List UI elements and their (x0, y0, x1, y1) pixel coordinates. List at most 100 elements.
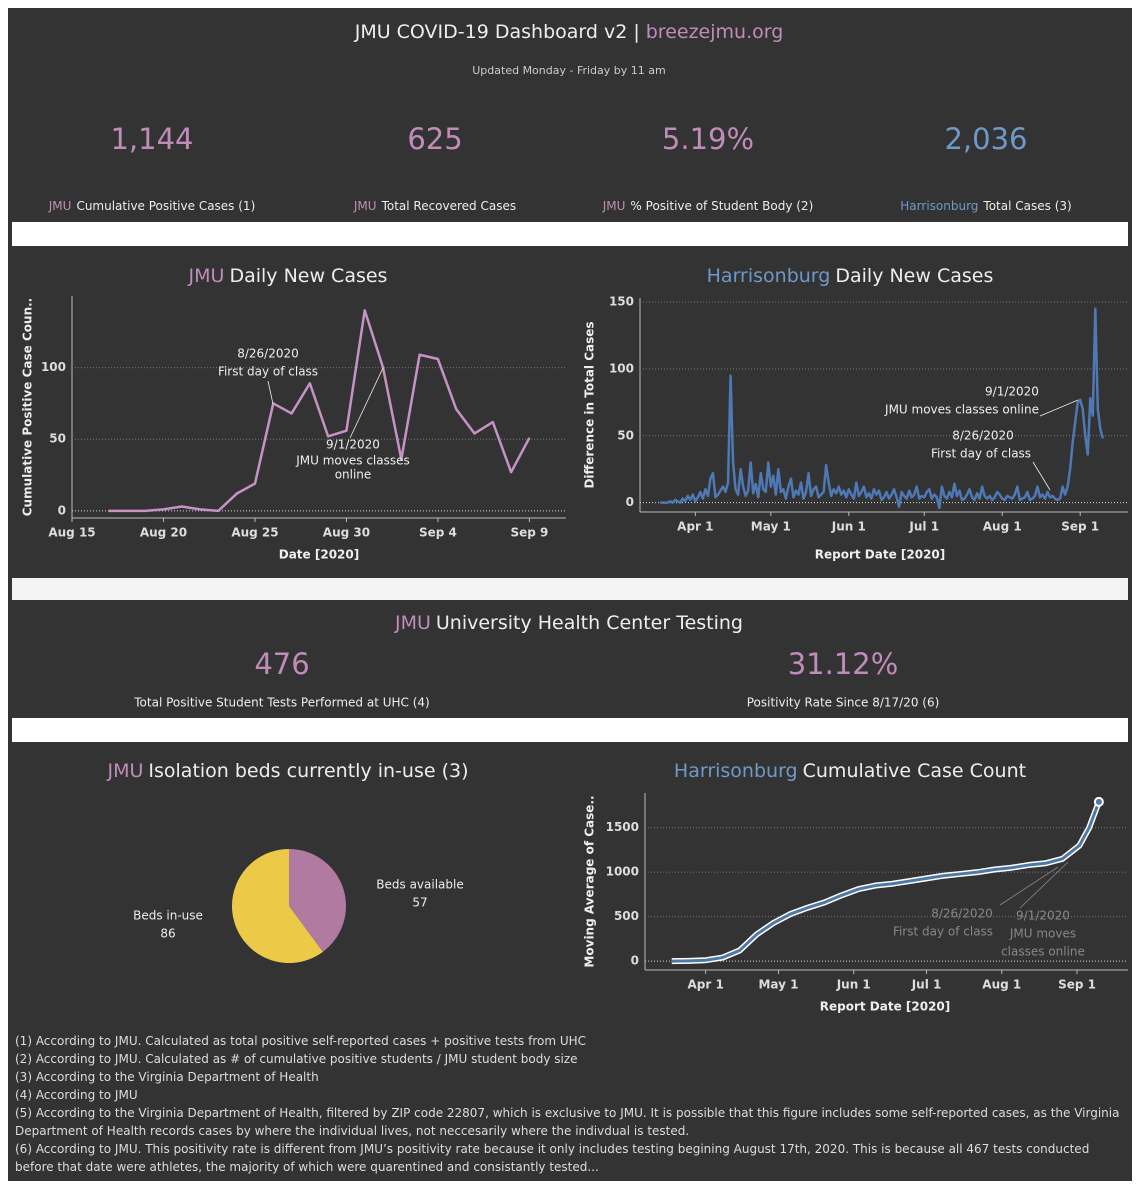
x-axis-title: Date [2020] (279, 548, 359, 562)
annotation: 9/1/2020 (985, 385, 1039, 399)
pie-slice (289, 849, 346, 952)
x-tick-label: Aug 1 (982, 978, 1021, 992)
y-tick-label: 1500 (606, 820, 639, 834)
x-tick-label: Jul 1 (908, 520, 939, 534)
divider (12, 222, 1128, 246)
title-text: JMU COVID-19 Dashboard v2 | (354, 21, 640, 43)
slice-label: Beds available (376, 878, 463, 892)
y-tick-label: 500 (614, 909, 639, 923)
annotation: JMU moves classes online (884, 403, 1039, 417)
x-axis-title: Report Date [2020] (820, 1000, 951, 1014)
y-tick-label: 100 (41, 360, 66, 374)
y-tick-label: 50 (617, 428, 634, 442)
label-text: Cumulative Positive Cases (1) (76, 199, 255, 213)
annotation: JMU moves classes (295, 454, 410, 468)
annotation: 8/26/2020 (931, 907, 993, 921)
kpi-label: Total Positive Student Tests Performed a… (133, 696, 429, 710)
annotation: 9/1/2020 (1016, 909, 1070, 923)
label-prefix: Harrisonburg (900, 199, 978, 213)
annotation: First day of class (893, 925, 993, 939)
label: JMU Isolation beds currently in-use (3) (106, 760, 468, 782)
slice-value: 57 (412, 896, 427, 910)
x-tick-label: Aug 1 (983, 520, 1022, 534)
x-tick-label: Aug 20 (140, 526, 187, 540)
x-tick-label: Sep 4 (419, 526, 457, 540)
x-tick-label: Apr 1 (688, 978, 724, 992)
label-prefix: Harrisonburg (707, 265, 831, 287)
y-axis-title: Moving Average of Case.. (583, 795, 597, 967)
divider (12, 578, 1128, 600)
footnote: (2) According to JMU. Calculated as # of… (15, 1052, 578, 1066)
label-prefix: JMU (602, 199, 626, 213)
annotation: 9/1/2020 (326, 438, 380, 452)
y-axis-title: Cumulative Positive Case Coun.. (21, 298, 35, 517)
annotation-pointer (267, 380, 274, 405)
annotation-pointer (1039, 399, 1079, 417)
label-text: % Positive of Student Body (2) (630, 199, 813, 213)
annotation: First day of class (218, 365, 318, 379)
header-title: JMU COVID-19 Dashboard v2 | breezejmu.org (354, 21, 784, 43)
y-axis-title: Difference in Total Cases (583, 321, 597, 488)
kpi-value: 2,036 (944, 122, 1027, 156)
label: JMU Daily New Cases (188, 265, 388, 287)
footnote: (5) According to the Virginia Department… (15, 1106, 1120, 1138)
x-tick-label: Sep 1 (1061, 520, 1099, 534)
label-text: Total Cases (3) (982, 199, 1071, 213)
annotation: 8/26/2020 (237, 347, 299, 361)
label-text: Daily New Cases (229, 265, 387, 287)
kpi-value: 31.12% (788, 647, 899, 681)
label-prefix: JMU (394, 612, 431, 634)
annotation: classes online (1001, 945, 1085, 959)
footnote: (4) According to JMU (15, 1088, 138, 1102)
label-prefix: JMU (106, 760, 143, 782)
annotation: online (335, 468, 372, 482)
label-prefix: Harrisonburg (674, 760, 798, 782)
divider (12, 718, 1128, 742)
slice-value: 86 (160, 927, 175, 941)
kpi-label: Positivity Rate Since 8/17/20 (6) (747, 696, 940, 710)
y-tick-label: 0 (631, 954, 639, 968)
footnote: (3) According to the Virginia Department… (15, 1070, 319, 1084)
footnote: (6) According to JMU. This positivity ra… (15, 1142, 1090, 1174)
label-prefix: JMU (353, 199, 377, 213)
kpi-value: 476 (254, 647, 309, 681)
x-tick-label: May 1 (751, 520, 791, 534)
x-tick-label: Jun 1 (836, 978, 871, 992)
annotation: JMU moves (1009, 927, 1076, 941)
line (108, 309, 531, 513)
x-tick-label: May 1 (758, 978, 798, 992)
label-text: University Health Center Testing (436, 612, 743, 634)
label-prefix: JMU (188, 265, 225, 287)
content: 1,144 JMU Cumulative Positive Cases (1) 625… (21, 122, 1128, 1014)
x-tick-label: Aug 30 (323, 526, 370, 540)
label: Harrisonburg Total Cases (3) (900, 199, 1071, 213)
kpi-value: 625 (407, 122, 462, 156)
y-tick-label: 50 (49, 432, 66, 446)
x-tick-label: Sep 9 (510, 526, 548, 540)
header-link[interactable]: breezejmu.org (646, 21, 784, 43)
y-tick-label: 0 (626, 495, 634, 509)
label-text: Total Recovered Cases (381, 199, 517, 213)
annotation-pointer (1032, 461, 1051, 491)
kpi-value: 1,144 (110, 122, 193, 156)
label-text: Isolation beds currently in-use (3) (148, 760, 468, 782)
kpi-value: 5.19% (662, 122, 754, 156)
y-tick-label: 150 (609, 295, 634, 309)
label: JMU % Positive of Student Body (2) (602, 199, 814, 213)
annotation-pointer (1019, 861, 1069, 909)
footnotes: (1) According to JMU. Calculated as tota… (15, 1032, 1127, 1176)
label-text: Daily New Cases (835, 265, 993, 287)
label: Harrisonburg Cumulative Case Count (674, 760, 1026, 782)
y-tick-label: 0 (58, 503, 66, 517)
line (671, 801, 1101, 963)
label: JMU University Health Center Testing (394, 612, 743, 634)
y-tick-label: 1000 (606, 865, 639, 879)
label: JMU Cumulative Positive Cases (1) (48, 199, 256, 213)
footnote: (1) According to JMU. Calculated as tota… (15, 1034, 587, 1048)
slice-label: Beds in-use (133, 909, 203, 923)
x-tick-label: Apr 1 (677, 520, 713, 534)
x-tick-label: Jul 1 (911, 978, 942, 992)
annotation: First day of class (931, 447, 1031, 461)
